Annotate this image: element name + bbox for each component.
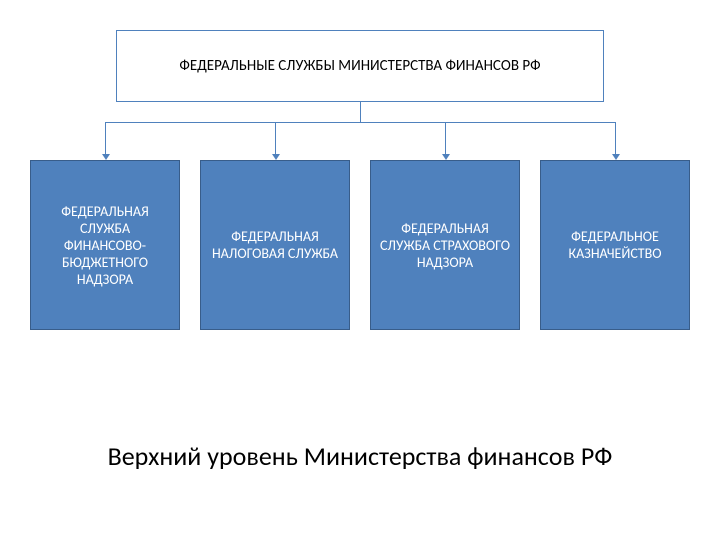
connector-drop-0 bbox=[105, 122, 106, 154]
root-label: ФЕДЕРАЛЬНЫЕ СЛУЖБЫ МИНИСТЕРСТВА ФИНАНСОВ… bbox=[179, 57, 540, 75]
connector-horizontal bbox=[105, 122, 615, 123]
root-node: ФЕДЕРАЛЬНЫЕ СЛУЖБЫ МИНИСТЕРСТВА ФИНАНСОВ… bbox=[116, 30, 604, 102]
child-label-2: ФЕДЕРАЛЬНАЯ СЛУЖБА СТРАХОВОГО НАДЗОРА bbox=[379, 220, 511, 271]
child-node-1: ФЕДЕРАЛЬНАЯ НАЛОГОВАЯ СЛУЖБА bbox=[200, 160, 350, 330]
child-label-3: ФЕДЕРАЛЬНОЕ КАЗНАЧЕЙСТВО bbox=[549, 228, 681, 262]
child-label-0: ФЕДЕРАЛЬНАЯ СЛУЖБА ФИНАНСОВО-БЮДЖЕТНОГО … bbox=[39, 203, 171, 288]
connector-drop-2 bbox=[445, 122, 446, 154]
connector-drop-1 bbox=[275, 122, 276, 154]
child-node-3: ФЕДЕРАЛЬНОЕ КАЗНАЧЕЙСТВО bbox=[540, 160, 690, 330]
connector-main-vertical bbox=[360, 102, 361, 122]
child-node-0: ФЕДЕРАЛЬНАЯ СЛУЖБА ФИНАНСОВО-БЮДЖЕТНОГО … bbox=[30, 160, 180, 330]
connector-drop-3 bbox=[615, 122, 616, 154]
child-node-2: ФЕДЕРАЛЬНАЯ СЛУЖБА СТРАХОВОГО НАДЗОРА bbox=[370, 160, 520, 330]
diagram-caption: Верхний уровень Министерства финансов РФ bbox=[0, 440, 720, 472]
caption-text: Верхний уровень Министерства финансов РФ bbox=[108, 440, 613, 472]
child-label-1: ФЕДЕРАЛЬНАЯ НАЛОГОВАЯ СЛУЖБА bbox=[209, 228, 341, 262]
